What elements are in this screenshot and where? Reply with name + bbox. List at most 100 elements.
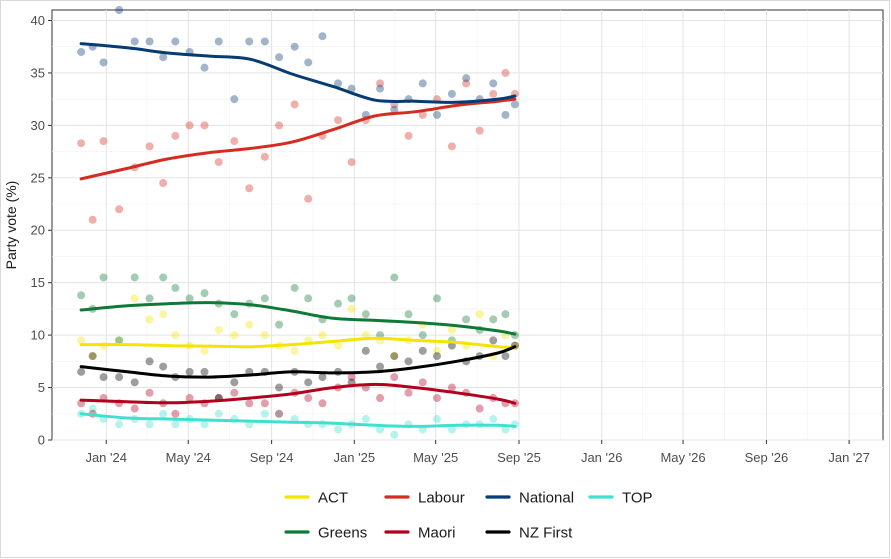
poll-point-national — [347, 84, 356, 93]
poll-point-national — [462, 74, 471, 83]
x-tick-label: May '26 — [660, 450, 705, 465]
poll-point-maori — [390, 373, 399, 382]
poll-point-labour — [77, 139, 86, 148]
legend-item-greens: Greens — [284, 525, 367, 542]
y-tick-label: 0 — [38, 433, 45, 448]
poll-point-labour — [418, 110, 427, 119]
poll-point-labour — [489, 89, 498, 98]
poll-point-labour — [171, 131, 180, 140]
poll-point-top — [275, 409, 284, 418]
poll-point-nz-first — [376, 362, 385, 371]
poll-point-greens — [77, 291, 86, 300]
poll-point-greens — [171, 283, 180, 292]
poll-point-act — [200, 346, 209, 355]
poll-point-labour — [88, 215, 97, 224]
poll-point-labour — [501, 68, 510, 77]
trend-line-greens — [79, 301, 517, 336]
poll-point-national — [447, 89, 456, 98]
plot-panel — [51, 9, 884, 441]
poll-point-national — [115, 6, 124, 14]
poll-point-greens — [145, 294, 154, 303]
poll-point-act — [260, 331, 269, 340]
poll-point-labour — [447, 142, 456, 151]
poll-point-maori — [260, 399, 269, 408]
poll-point-national — [130, 37, 139, 46]
x-tick-label: Sep '24 — [250, 450, 294, 465]
poll-point-top — [334, 425, 343, 434]
poll-point-nz-first — [418, 346, 427, 355]
points-nz-first — [77, 336, 519, 403]
poll-point-maori — [145, 388, 154, 397]
legend-item-national: National — [485, 490, 574, 507]
poll-point-maori — [230, 388, 239, 397]
poll-point-labour — [99, 137, 108, 146]
poll-point-national — [432, 110, 441, 119]
poll-point-act — [130, 294, 139, 303]
poll-point-labour — [185, 121, 194, 130]
poll-point-greens — [334, 299, 343, 308]
poll-point-labour — [304, 194, 313, 203]
poll-point-act — [245, 320, 254, 329]
poll-point-act — [171, 331, 180, 340]
poll-point-national — [275, 53, 284, 62]
poll-point-greens — [361, 310, 370, 319]
poll-point-labour — [230, 137, 239, 146]
poll-point-act — [290, 346, 299, 355]
poll-point-top — [159, 409, 168, 418]
poll-point-top — [171, 420, 180, 429]
poll-point-greens — [418, 331, 427, 340]
poll-point-labour — [404, 131, 413, 140]
x-tick-label: Jan '25 — [334, 450, 376, 465]
poll-point-top — [115, 420, 124, 429]
poll-point-labour — [347, 158, 356, 167]
poll-point-labour — [245, 184, 254, 193]
legend-label-national: National — [519, 490, 574, 507]
poll-point-greens — [489, 315, 498, 324]
poll-point-national — [245, 37, 254, 46]
poll-point-national — [501, 110, 510, 119]
poll-point-national — [77, 47, 86, 56]
y-axis-title: Party vote (%) — [3, 181, 19, 270]
poll-point-greens — [304, 294, 313, 303]
poll-point-greens — [260, 294, 269, 303]
poll-point-act — [115, 336, 124, 345]
poll-point-nz-first — [88, 352, 97, 361]
poll-point-nz-first — [432, 352, 441, 361]
poll-point-maori — [475, 404, 484, 413]
poll-point-nz-first — [390, 352, 399, 361]
poll-point-top — [489, 415, 498, 424]
poll-point-labour — [376, 79, 385, 88]
poll-point-act — [432, 346, 441, 355]
trend-line-act — [79, 336, 517, 350]
plot-area — [51, 9, 884, 441]
legend-label-maori: Maori — [418, 525, 456, 542]
poll-point-national — [260, 37, 269, 46]
poll-point-greens — [200, 289, 209, 298]
poll-point-nz-first — [275, 383, 284, 392]
poll-point-national — [145, 37, 154, 46]
legend: ACT Labour National TOP Greens Maori NZ First — [284, 490, 653, 542]
poll-point-labour — [159, 179, 168, 188]
trend-line-nz-first — [79, 345, 517, 379]
poll-point-national — [171, 37, 180, 46]
legend-label-top: TOP — [622, 490, 653, 507]
poll-point-national — [334, 79, 343, 88]
poll-point-greens — [159, 273, 168, 282]
poll-point-top — [260, 409, 269, 418]
poll-point-top — [501, 425, 510, 434]
poll-point-labour — [260, 152, 269, 161]
poll-point-greens — [185, 294, 194, 303]
poll-point-maori — [304, 394, 313, 403]
poll-point-nz-first — [501, 352, 510, 361]
poll-point-labour — [115, 205, 124, 214]
poll-point-maori — [318, 399, 327, 408]
poll-point-greens — [347, 294, 356, 303]
poll-point-greens — [115, 336, 124, 345]
poll-point-national — [214, 37, 223, 46]
trend-line-maori — [79, 382, 517, 405]
poll-point-national — [230, 95, 239, 104]
y-tick-label: 20 — [31, 223, 45, 238]
poll-point-act — [347, 304, 356, 313]
y-tick-label: 5 — [38, 380, 45, 395]
